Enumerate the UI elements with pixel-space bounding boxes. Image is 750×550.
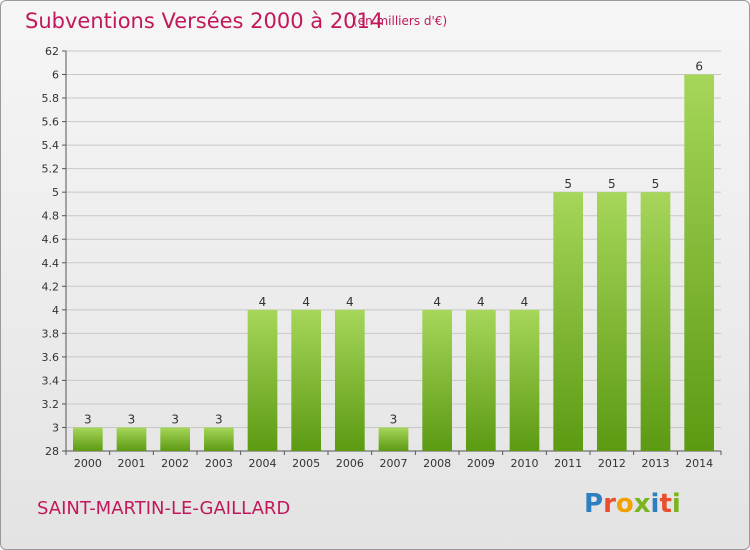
bar: [640, 192, 671, 452]
bar-value-label: 5: [564, 177, 572, 191]
bar-value-label: 5: [608, 177, 616, 191]
y-tick-label: 5.4: [42, 139, 60, 152]
x-tick-label: 2011: [554, 457, 582, 470]
y-tick-label: 5: [52, 186, 59, 199]
y-tick-label: 4.4: [42, 257, 60, 270]
chart-subtitle: (en milliers d'€): [353, 14, 448, 28]
x-tick-label: 2004: [249, 457, 277, 470]
bar-value-label: 3: [84, 412, 92, 426]
x-tick-label: 2007: [380, 457, 408, 470]
proxiti-logo: Proxiti: [584, 489, 681, 519]
x-tick-label: 2012: [598, 457, 626, 470]
x-tick-label: 2000: [74, 457, 102, 470]
x-axis-ticks: 2000 2001 2002 2003 2004 2005 2006 2007 2008 2009…: [65, 451, 722, 470]
bar: [422, 309, 453, 451]
logo-letter: t: [659, 489, 672, 519]
bar-value-label: 6: [695, 60, 703, 74]
bar: [378, 427, 409, 451]
logo-letter: i: [671, 489, 681, 519]
bar-value-label: 4: [346, 295, 354, 309]
logo-letter: P: [584, 489, 604, 519]
bar-value-label: 4: [259, 295, 267, 309]
x-tick-label: 2008: [423, 457, 451, 470]
y-tick-label: 3.4: [42, 374, 60, 387]
bar-value-label: 3: [390, 412, 398, 426]
x-tick-label: 2001: [118, 457, 146, 470]
bar-value-label: 4: [302, 295, 310, 309]
bar: [596, 192, 627, 452]
x-tick-label: 2010: [511, 457, 539, 470]
y-tick-label: 3.8: [42, 327, 60, 340]
bar-labels: 3 3 3 3 4 4 4 3 4 4 4 5 5 5 6: [84, 60, 703, 427]
x-tick-label: 2005: [292, 457, 320, 470]
y-tick-label: 6: [52, 69, 59, 82]
y-tick-label: 62: [45, 45, 59, 58]
bar-value-label: 4: [477, 295, 485, 309]
logo-letter: o: [615, 489, 634, 519]
bar-value-label: 5: [652, 177, 660, 191]
bar-value-label: 3: [171, 412, 179, 426]
bar-value-label: 3: [215, 412, 223, 426]
bar: [465, 309, 496, 451]
bar: [116, 427, 147, 451]
y-tick-label: 5.2: [42, 163, 60, 176]
logo-letter: r: [603, 489, 616, 519]
commune-name: SAINT-MARTIN-LE-GAILLARD: [37, 498, 291, 519]
y-tick-label: 4.6: [42, 233, 60, 246]
bar: [553, 192, 584, 452]
x-tick-label: 2006: [336, 457, 364, 470]
y-tick-label: 3: [52, 421, 59, 434]
y-axis-ticks: 28 3 3.2 3.4 3.6 3.8 4 4.2 4.4 4.6 4.8 5 5.2 5.4 5.6 5.…: [42, 45, 66, 458]
logo-letter: i: [650, 489, 660, 519]
bar: [72, 427, 103, 451]
y-tick-label: 5.6: [42, 116, 60, 129]
x-tick-label: 2003: [205, 457, 233, 470]
y-tick-label: 3.2: [42, 398, 60, 411]
bar: [203, 427, 234, 451]
bar: [509, 309, 540, 451]
bar: [247, 309, 278, 451]
y-tick-label: 3.6: [42, 351, 60, 364]
bar-value-label: 4: [521, 295, 529, 309]
y-tick-label: 4.8: [42, 210, 60, 223]
bar-value-label: 3: [128, 412, 136, 426]
logo-letter: x: [633, 489, 651, 519]
y-tick-label: 28: [45, 445, 59, 458]
y-tick-label: 4.2: [42, 280, 60, 293]
bar: [684, 74, 715, 451]
y-tick-label: 4: [52, 304, 59, 317]
bar: [160, 427, 191, 451]
x-tick-label: 2013: [642, 457, 670, 470]
x-tick-label: 2009: [467, 457, 495, 470]
bars: [72, 74, 715, 452]
chart-title: Subventions Versées 2000 à 2014: [25, 9, 384, 33]
x-tick-label: 2002: [161, 457, 189, 470]
bar: [334, 309, 365, 451]
bar-value-label: 4: [433, 295, 441, 309]
bar: [291, 309, 322, 451]
x-tick-label: 2014: [685, 457, 713, 470]
y-tick-label: 5.8: [42, 92, 60, 105]
